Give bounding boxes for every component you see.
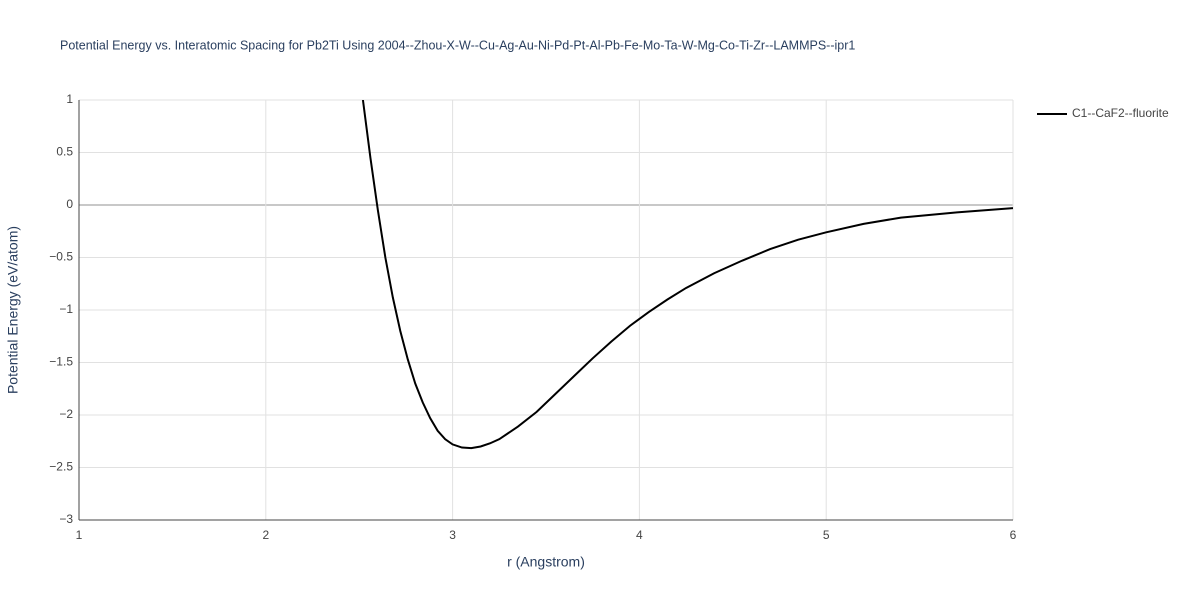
legend-label: C1--CaF2--fluorite: [1072, 106, 1169, 120]
x-tick-label: 4: [636, 528, 643, 542]
x-tick-label: 6: [1010, 528, 1017, 542]
y-tick-label: 0: [66, 197, 73, 211]
x-tick-label: 2: [262, 528, 269, 542]
line: [361, 100, 1013, 450]
y-axis-title: Potential Energy (eV/atom): [5, 226, 21, 394]
y-tick-label: 0.5: [56, 145, 73, 159]
y-tick-label: −1.5: [49, 355, 73, 369]
x-axis-title: r (Angstrom): [507, 554, 585, 570]
x-tick-label: 1: [76, 528, 83, 542]
y-tick-label: −1: [59, 302, 73, 316]
chart-title: Potential Energy vs. Interatomic Spacing…: [60, 38, 855, 52]
y-tick-label: −2.5: [49, 460, 73, 474]
y-tick-label: −0.5: [49, 250, 73, 264]
y-tick-label: 1: [66, 92, 73, 106]
y-tick-label: −2: [59, 407, 73, 421]
x-tick-label: 5: [823, 528, 830, 542]
x-tick-label: 3: [449, 528, 456, 542]
y-tick-label: −3: [59, 512, 73, 526]
